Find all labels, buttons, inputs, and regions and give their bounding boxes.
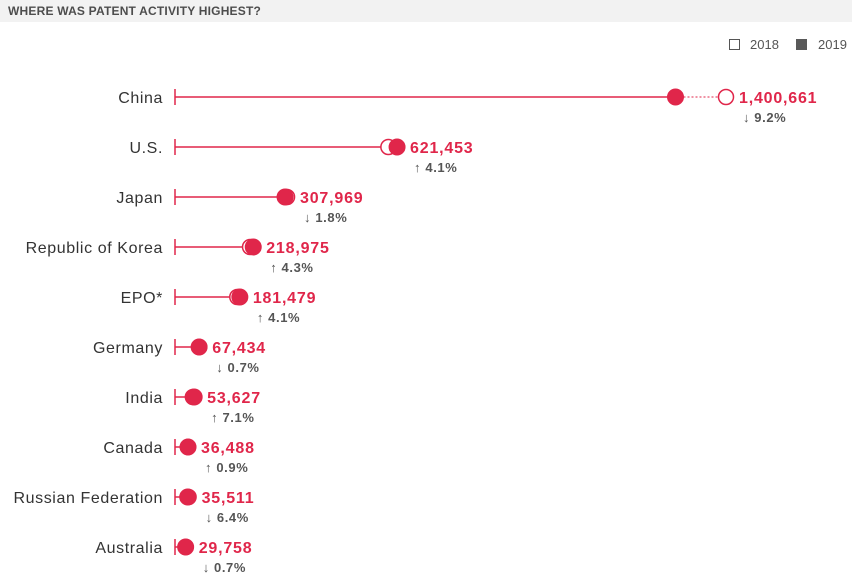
country-label-australia: Australia <box>95 540 163 557</box>
value-label-u-s: 621,453 <box>410 140 473 157</box>
legend-2018-swatch <box>729 39 740 50</box>
value-label-russian-federation: 35,511 <box>202 490 255 507</box>
country-label-u-s: U.S. <box>129 140 163 157</box>
marker-2019-japan <box>276 188 294 206</box>
legend-2019-swatch <box>796 39 807 50</box>
country-label-japan: Japan <box>116 190 163 207</box>
marker-2019-russian-federation <box>179 488 197 506</box>
country-label-canada: Canada <box>103 440 163 457</box>
marker-2019-india <box>185 388 203 406</box>
country-label-china: China <box>118 90 163 107</box>
change-label-canada: ↑ 0.9% <box>205 460 248 475</box>
legend: 2018 2019 <box>0 37 866 53</box>
marker-2019-china <box>666 88 684 106</box>
marker-2019-republic-of-korea <box>244 238 262 256</box>
value-label-india: 53,627 <box>207 390 261 407</box>
marker-2019-germany <box>190 338 208 356</box>
change-label-u-s: ↑ 4.1% <box>414 160 457 175</box>
marker-2019-u-s <box>388 138 406 156</box>
value-label-republic-of-korea: 218,975 <box>266 240 329 257</box>
country-label-germany: Germany <box>93 340 163 357</box>
value-label-japan: 307,969 <box>300 190 363 207</box>
marker-2019-canada <box>179 438 197 456</box>
change-label-australia: ↓ 0.7% <box>203 560 246 575</box>
value-label-germany: 67,434 <box>212 340 266 357</box>
value-label-canada: 36,488 <box>201 440 255 457</box>
change-label-china: ↓ 9.2% <box>743 110 786 125</box>
change-label-epo: ↑ 4.1% <box>257 310 300 325</box>
marker-2019-epo <box>231 288 249 306</box>
chart-title: WHERE WAS PATENT ACTIVITY HIGHEST? <box>8 4 262 18</box>
marker-2019-australia <box>177 538 195 556</box>
change-label-russian-federation: ↓ 6.4% <box>206 510 249 525</box>
marker-2018-china <box>717 88 735 106</box>
legend-2019-label: 2019 <box>818 37 847 52</box>
change-label-republic-of-korea: ↑ 4.3% <box>270 260 313 275</box>
change-label-germany: ↓ 0.7% <box>216 360 259 375</box>
legend-2018-label: 2018 <box>750 37 779 52</box>
country-label-russian-federation: Russian Federation <box>13 490 163 507</box>
title-bar: WHERE WAS PATENT ACTIVITY HIGHEST? <box>0 0 852 22</box>
country-label-india: India <box>125 390 163 407</box>
country-label-epo: EPO* <box>121 290 163 307</box>
value-label-australia: 29,758 <box>199 540 253 557</box>
change-label-japan: ↓ 1.8% <box>304 210 347 225</box>
country-label-republic-of-korea: Republic of Korea <box>26 240 163 257</box>
value-label-epo: 181,479 <box>253 290 316 307</box>
change-label-india: ↑ 7.1% <box>211 410 254 425</box>
value-label-china: 1,400,661 <box>739 90 817 107</box>
